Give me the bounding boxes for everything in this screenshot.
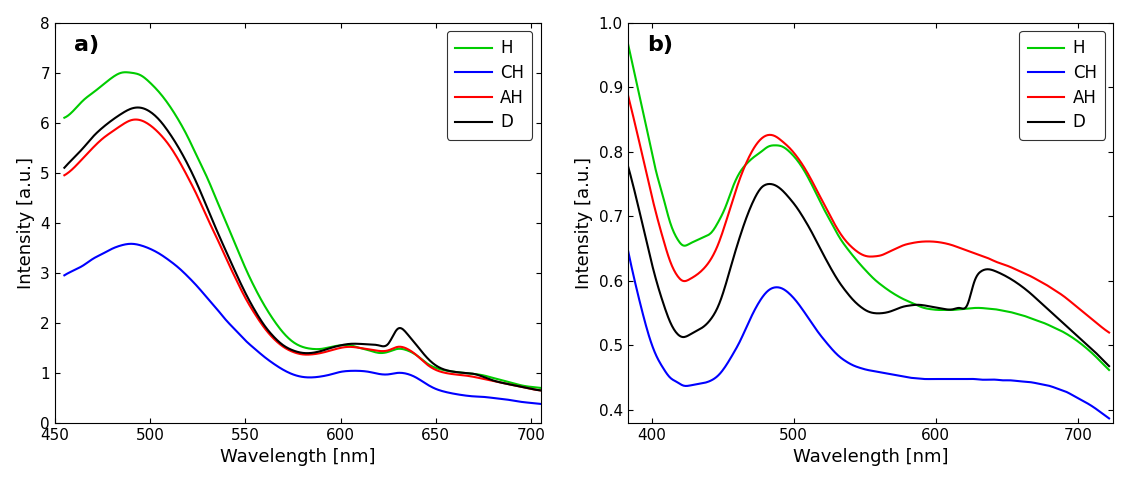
D bbox=[287, 348, 301, 354]
D bbox=[850, 300, 863, 306]
Line: D: D bbox=[627, 165, 1109, 366]
AH bbox=[285, 348, 298, 354]
CH bbox=[449, 391, 462, 397]
H bbox=[852, 260, 866, 266]
CH bbox=[1090, 407, 1104, 413]
D bbox=[1090, 352, 1104, 357]
D bbox=[58, 165, 71, 170]
AH bbox=[523, 386, 537, 392]
Text: a): a) bbox=[75, 35, 99, 55]
X-axis label: Wavelength [nm]: Wavelength [nm] bbox=[220, 448, 375, 466]
X-axis label: Wavelength [nm]: Wavelength [nm] bbox=[793, 448, 948, 466]
AH bbox=[1102, 329, 1115, 335]
AH bbox=[58, 172, 71, 178]
CH bbox=[287, 372, 301, 378]
CH bbox=[124, 241, 138, 247]
CH bbox=[620, 246, 634, 252]
D bbox=[131, 105, 145, 111]
AH bbox=[850, 248, 863, 254]
D bbox=[316, 348, 330, 354]
D bbox=[342, 341, 356, 347]
H bbox=[1016, 313, 1029, 318]
CH bbox=[852, 365, 866, 370]
CH bbox=[533, 401, 547, 407]
H bbox=[285, 338, 298, 344]
AH bbox=[907, 240, 921, 245]
Line: CH: CH bbox=[64, 244, 540, 404]
Legend: H, CH, AH, D: H, CH, AH, D bbox=[1019, 31, 1105, 140]
CH bbox=[285, 371, 298, 377]
H bbox=[850, 257, 863, 263]
AH bbox=[316, 350, 330, 355]
CH bbox=[58, 272, 71, 278]
CH bbox=[316, 373, 330, 379]
Line: CH: CH bbox=[627, 249, 1109, 418]
D bbox=[907, 302, 921, 308]
Line: H: H bbox=[627, 42, 1109, 370]
CH bbox=[342, 368, 356, 374]
H bbox=[342, 342, 356, 348]
H bbox=[119, 70, 132, 75]
Text: b): b) bbox=[647, 35, 673, 55]
H bbox=[881, 287, 895, 293]
AH bbox=[449, 371, 462, 377]
AH bbox=[287, 350, 301, 355]
AH bbox=[620, 91, 634, 97]
D bbox=[852, 303, 866, 309]
Line: AH: AH bbox=[64, 119, 540, 390]
CH bbox=[850, 364, 863, 369]
H bbox=[620, 39, 634, 45]
AH bbox=[129, 116, 142, 122]
H bbox=[58, 115, 71, 121]
H bbox=[523, 384, 537, 390]
H bbox=[449, 369, 462, 375]
D bbox=[881, 309, 895, 315]
D bbox=[533, 387, 547, 393]
Line: D: D bbox=[64, 108, 540, 390]
AH bbox=[342, 344, 356, 350]
Y-axis label: Intensity [a.u.]: Intensity [a.u.] bbox=[17, 157, 35, 289]
CH bbox=[907, 375, 921, 381]
D bbox=[620, 162, 634, 168]
H bbox=[907, 301, 921, 307]
AH bbox=[881, 249, 895, 255]
Legend: H, CH, AH, D: H, CH, AH, D bbox=[446, 31, 532, 140]
H bbox=[1090, 355, 1104, 361]
AH bbox=[1090, 321, 1104, 327]
AH bbox=[1016, 270, 1029, 275]
D bbox=[285, 347, 298, 353]
AH bbox=[852, 250, 866, 256]
CH bbox=[1016, 379, 1029, 384]
CH bbox=[881, 371, 895, 377]
H bbox=[316, 346, 330, 352]
CH bbox=[1102, 415, 1115, 421]
H bbox=[287, 340, 301, 346]
Line: H: H bbox=[64, 72, 540, 388]
D bbox=[1016, 284, 1029, 290]
H bbox=[533, 385, 547, 391]
D bbox=[449, 369, 462, 375]
D bbox=[523, 386, 537, 392]
H bbox=[1102, 367, 1115, 373]
Line: AH: AH bbox=[627, 94, 1109, 332]
CH bbox=[523, 400, 537, 406]
Y-axis label: Intensity [a.u.]: Intensity [a.u.] bbox=[575, 157, 593, 289]
D bbox=[1102, 363, 1115, 369]
AH bbox=[533, 387, 547, 393]
